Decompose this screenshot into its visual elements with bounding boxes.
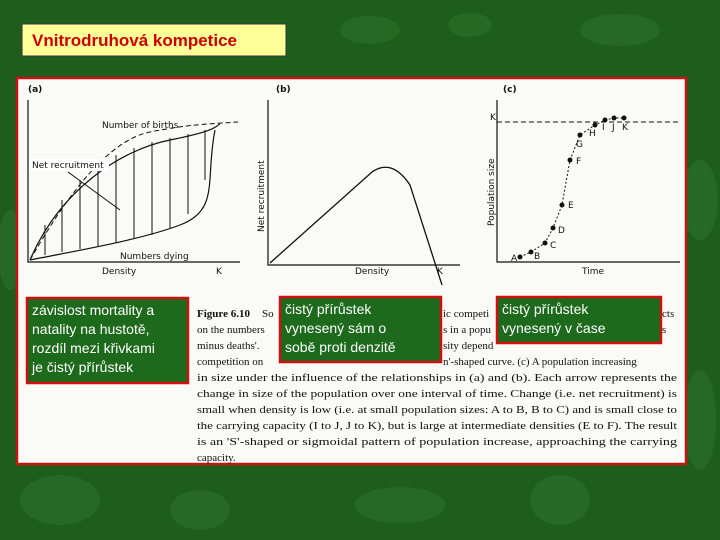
deaths-curve: [29, 129, 216, 261]
y-label: Net recruitment: [257, 160, 267, 232]
point: [602, 117, 608, 123]
y-label: Population size: [487, 158, 497, 226]
axes: [27, 100, 240, 263]
callout-box: [278, 295, 443, 364]
net-curve: [269, 166, 443, 286]
callout-text: čistý přírůstek: [502, 301, 589, 317]
point-label: J: [611, 123, 615, 133]
title: Vnitrodruhová kompetice: [32, 31, 237, 50]
callout-text: závislost mortality a: [32, 302, 154, 318]
pointer: [67, 171, 121, 211]
point-label: B: [534, 252, 540, 262]
net-label: Net recruitment: [32, 161, 104, 171]
callout-text: natality na hustotě,: [32, 321, 150, 337]
point: [611, 115, 617, 121]
k-label: K: [490, 113, 497, 123]
x-label: Density: [102, 267, 137, 277]
panel-label: (a): [28, 85, 42, 95]
callout-text: je čistý přírůstek: [31, 359, 134, 375]
point: [621, 115, 627, 121]
caption-text: n'-shaped curve. (c) A population increa…: [443, 356, 637, 368]
caption-text: So: [262, 308, 274, 320]
point: [542, 240, 548, 246]
births-solid: [29, 123, 221, 261]
background-silhouettes: [0, 13, 718, 530]
caption-text: s: [662, 324, 666, 336]
caption-text: change in size of the population over on…: [197, 388, 677, 400]
callout-box: [25, 296, 190, 385]
point: [559, 202, 565, 208]
point-label: G: [576, 140, 583, 150]
point: [528, 249, 534, 255]
callout-text: vynesený v čase: [502, 320, 606, 336]
point: [550, 225, 556, 231]
caption-text: on the numbers: [197, 324, 265, 336]
dying-label: Numbers dying: [120, 252, 189, 262]
title-box: [21, 23, 287, 57]
caption-text: the carrying capacity (I to J, J to K), …: [197, 420, 677, 432]
caption-text: is an 'S'-shaped or sigmoidal pattern of…: [197, 436, 678, 448]
caption-text: cts: [662, 308, 674, 320]
callout-text: čistý přírůstek: [285, 301, 372, 317]
caption-text: Figure 6.10: [197, 308, 250, 320]
callout-text: vynesený sám o: [285, 320, 386, 336]
k-label: K: [437, 267, 444, 277]
point-label: D: [558, 226, 565, 236]
arrows: [44, 130, 206, 255]
caption-text: sity depend: [443, 340, 494, 352]
caption-text: s in a popu: [443, 324, 491, 336]
k-label: K: [216, 267, 223, 277]
point: [517, 254, 523, 260]
axes: [496, 100, 680, 263]
panel-label: (c): [503, 85, 517, 95]
caption-text: capacity.: [197, 452, 236, 464]
figure-panel: [15, 76, 688, 466]
point-label: H: [589, 129, 596, 139]
caption-text: minus deaths'.: [197, 340, 260, 352]
caption-text: competition on: [197, 356, 264, 368]
point-label: E: [568, 201, 574, 211]
point-label: K: [622, 123, 629, 133]
point-label: C: [550, 241, 556, 251]
births-curve: [29, 121, 239, 261]
callout-text: rozdíl mezi křivkami: [32, 340, 155, 356]
point: [567, 157, 573, 163]
point-label: I: [602, 123, 605, 133]
label-bg: [29, 159, 109, 171]
caption-text: in size under the influence of the relat…: [197, 372, 677, 384]
figure: (a) Number of births Net recruitment Num…: [27, 85, 680, 286]
x-label: Density: [355, 267, 390, 277]
callout-box: [495, 295, 663, 345]
panel-label: (b): [276, 85, 291, 95]
x-label: Time: [581, 267, 604, 277]
point-label: A: [511, 254, 518, 264]
caption-text: small when density is low (i.e. at small…: [197, 404, 678, 416]
axes: [267, 100, 460, 266]
point: [592, 122, 598, 128]
callout-text: sobě proti denzitě: [285, 339, 396, 355]
caption-text: ic competi: [443, 308, 489, 320]
point-label: F: [576, 157, 581, 167]
births-label: Number of births: [102, 121, 179, 131]
point: [577, 132, 583, 138]
